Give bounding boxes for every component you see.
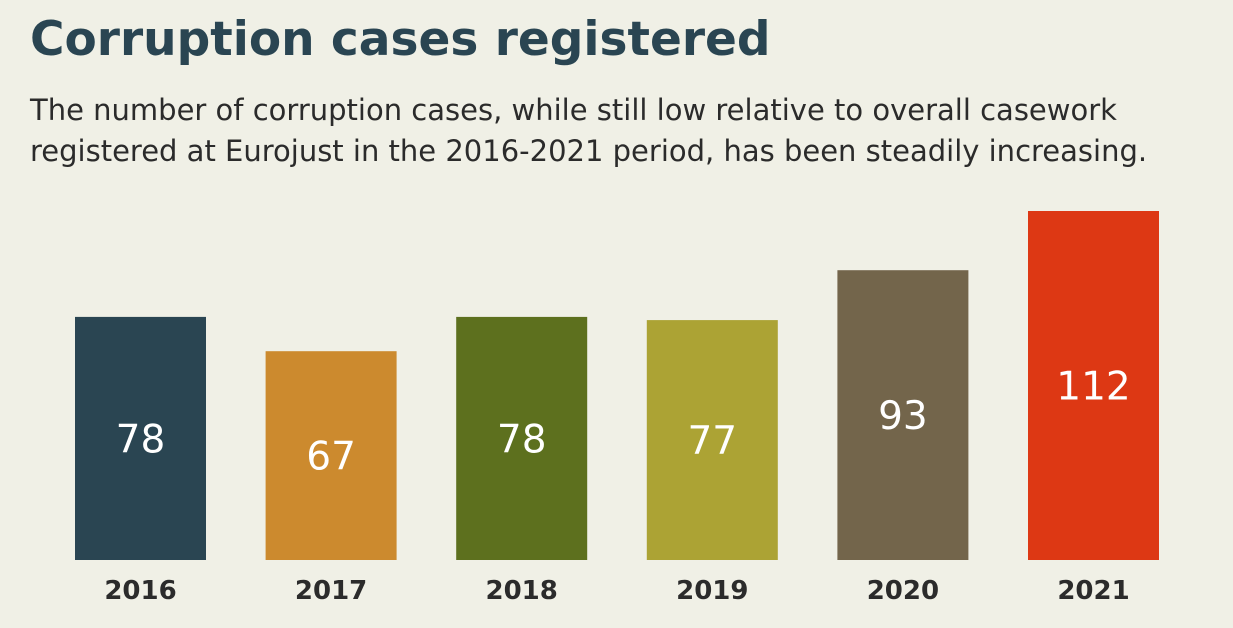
bar-2016 bbox=[75, 316, 206, 560]
x-tick-label-2017: 2017 bbox=[295, 576, 367, 606]
chart-subtitle: The number of corruption cases, while st… bbox=[30, 93, 1148, 168]
x-tick-label-2020: 2020 bbox=[867, 576, 939, 606]
bar-2020 bbox=[837, 270, 969, 560]
x-tick-label-2016: 2016 bbox=[104, 576, 176, 606]
data-label-2019: 77 bbox=[687, 419, 737, 464]
data-label-2020: 93 bbox=[878, 394, 928, 439]
bar-2018 bbox=[456, 316, 588, 560]
data-label-2016: 78 bbox=[116, 418, 166, 463]
x-tick-label-2019: 2019 bbox=[676, 576, 748, 606]
x-tick-label-2021: 2021 bbox=[1057, 576, 1129, 606]
x-tick-label-2018: 2018 bbox=[486, 576, 558, 606]
chart-title: Corruption cases registered bbox=[30, 12, 771, 67]
bar-2017 bbox=[265, 351, 397, 560]
data-label-2018: 78 bbox=[497, 418, 547, 463]
bar-2021 bbox=[1028, 211, 1159, 560]
data-label-2017: 67 bbox=[306, 435, 356, 480]
data-label-2021: 112 bbox=[1056, 365, 1130, 410]
bar-2019 bbox=[646, 320, 778, 560]
